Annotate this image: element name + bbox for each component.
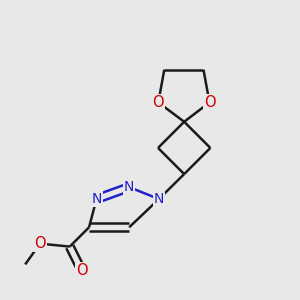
Text: O: O <box>76 263 88 278</box>
Text: O: O <box>34 236 46 251</box>
Text: N: N <box>91 192 102 206</box>
Text: N: N <box>154 192 164 206</box>
Text: N: N <box>124 180 134 194</box>
Text: O: O <box>152 95 164 110</box>
Text: O: O <box>204 95 215 110</box>
